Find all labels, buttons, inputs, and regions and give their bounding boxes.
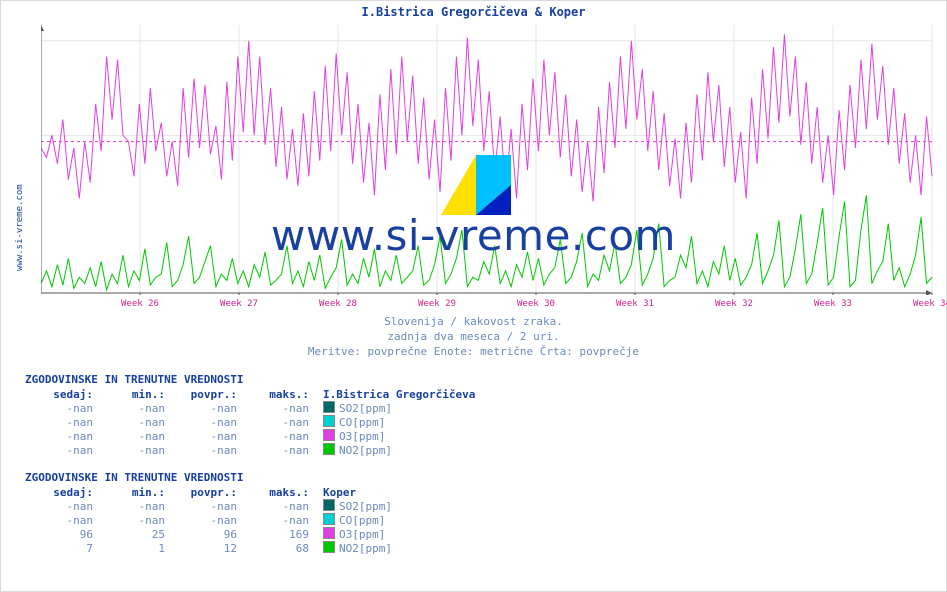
table-row: -nan-nan-nan-nanO3[ppm]: [25, 429, 479, 443]
table-cell: -nan: [97, 429, 169, 443]
table-header: maks.:: [241, 486, 313, 499]
source-link-text: www.si-vreme.com: [15, 184, 25, 271]
watermark-logo: [441, 155, 511, 215]
table-header: maks.:: [241, 388, 313, 401]
color-swatch: [323, 415, 335, 427]
caption-line: zadnja dva meseca / 2 uri.: [1, 330, 946, 345]
table-header: sedaj:: [25, 486, 97, 499]
x-tick-label: Week 34: [913, 299, 947, 309]
series-legend: O3[ppm]: [313, 527, 396, 541]
table-cell: -nan: [241, 401, 313, 415]
table-cell: 96: [169, 527, 241, 541]
table-cell: -nan: [97, 415, 169, 429]
station-name: I.Bistrica Gregorčičeva: [313, 388, 479, 401]
table-cell: -nan: [169, 429, 241, 443]
table-cell: -nan: [25, 429, 97, 443]
color-swatch: [323, 541, 335, 553]
table-cell: -nan: [169, 415, 241, 429]
x-tick-label: Week 29: [418, 299, 456, 309]
color-swatch: [323, 527, 335, 539]
table-cell: -nan: [241, 443, 313, 457]
x-tick-label: Week 33: [814, 299, 852, 309]
table-cell: -nan: [97, 499, 169, 513]
color-swatch: [323, 401, 335, 413]
table-cell: -nan: [241, 415, 313, 429]
table-cell: 68: [241, 541, 313, 555]
series-legend: NO2[ppm]: [313, 443, 479, 457]
x-tick-label: Week 26: [121, 299, 159, 309]
table-cell: -nan: [25, 401, 97, 415]
x-tick-label: Week 28: [319, 299, 357, 309]
series-legend: NO2[ppm]: [313, 541, 396, 555]
table-row: 962596169O3[ppm]: [25, 527, 396, 541]
color-swatch: [323, 443, 335, 455]
chart-frame: www.si-vreme.com I.Bistrica Gregorčičeva…: [0, 0, 947, 592]
table-cell: 1: [97, 541, 169, 555]
series-legend: O3[ppm]: [313, 429, 479, 443]
table-cell: -nan: [169, 401, 241, 415]
table-cell: 169: [241, 527, 313, 541]
table-cell: -nan: [97, 443, 169, 457]
stats-table: ZGODOVINSKE IN TRENUTNE VREDNOSTIsedaj:m…: [25, 471, 922, 555]
series-legend: SO2[ppm]: [313, 499, 396, 513]
table-cell: -nan: [25, 415, 97, 429]
data-tables: ZGODOVINSKE IN TRENUTNE VREDNOSTIsedaj:m…: [25, 373, 922, 569]
chart-title: I.Bistrica Gregorčičeva & Koper: [1, 5, 946, 19]
table-cell: 96: [25, 527, 97, 541]
station-name: Koper: [313, 486, 396, 499]
table-header: povpr.:: [169, 486, 241, 499]
table-cell: 7: [25, 541, 97, 555]
table-cell: -nan: [169, 499, 241, 513]
table-cell: -nan: [25, 513, 97, 527]
color-swatch: [323, 513, 335, 525]
x-axis-labels: Week 26 Week 27 Week 28 Week 29 Week 30 Week …: [41, 299, 934, 313]
table-header: povpr.:: [169, 388, 241, 401]
table-cell: -nan: [97, 513, 169, 527]
table-cell: -nan: [241, 499, 313, 513]
table-cell: -nan: [25, 499, 97, 513]
table-cell: -nan: [241, 429, 313, 443]
table-cell: -nan: [241, 513, 313, 527]
source-link[interactable]: www.si-vreme.com: [5, 151, 17, 271]
table: sedaj:min.:povpr.:maks.:I.Bistrica Grego…: [25, 388, 479, 457]
table-cell: 12: [169, 541, 241, 555]
table-cell: -nan: [25, 443, 97, 457]
table-header-row: sedaj:min.:povpr.:maks.:I.Bistrica Grego…: [25, 388, 479, 401]
caption-line: Slovenija / kakovost zraka.: [1, 315, 946, 330]
table-row: -nan-nan-nan-nanSO2[ppm]: [25, 499, 396, 513]
table-row: -nan-nan-nan-nanCO[ppm]: [25, 415, 479, 429]
table-header-row: sedaj:min.:povpr.:maks.:Koper: [25, 486, 396, 499]
table-row: -nan-nan-nan-nanCO[ppm]: [25, 513, 396, 527]
x-tick-label: Week 27: [220, 299, 258, 309]
caption-line: Meritve: povprečne Enote: metrične Črta:…: [1, 345, 946, 360]
chart-caption: Slovenija / kakovost zraka. zadnja dva m…: [1, 315, 946, 360]
x-tick-label: Week 30: [517, 299, 555, 309]
table-title: ZGODOVINSKE IN TRENUTNE VREDNOSTI: [25, 373, 922, 386]
table-row: 711268NO2[ppm]: [25, 541, 396, 555]
color-swatch: [323, 429, 335, 441]
table-header: min.:: [97, 388, 169, 401]
table-header: min.:: [97, 486, 169, 499]
table-title: ZGODOVINSKE IN TRENUTNE VREDNOSTI: [25, 471, 922, 484]
table-row: -nan-nan-nan-nanSO2[ppm]: [25, 401, 479, 415]
color-swatch: [323, 499, 335, 511]
x-tick-label: Week 31: [616, 299, 654, 309]
table-row: -nan-nan-nan-nanNO2[ppm]: [25, 443, 479, 457]
stats-table: ZGODOVINSKE IN TRENUTNE VREDNOSTIsedaj:m…: [25, 373, 922, 457]
series-legend: CO[ppm]: [313, 513, 396, 527]
table-header: sedaj:: [25, 388, 97, 401]
series-legend: SO2[ppm]: [313, 401, 479, 415]
table: sedaj:min.:povpr.:maks.:Koper-nan-nan-na…: [25, 486, 396, 555]
x-tick-label: Week 32: [715, 299, 753, 309]
table-cell: -nan: [169, 443, 241, 457]
table-cell: -nan: [169, 513, 241, 527]
table-cell: -nan: [97, 401, 169, 415]
table-cell: 25: [97, 527, 169, 541]
series-legend: CO[ppm]: [313, 415, 479, 429]
